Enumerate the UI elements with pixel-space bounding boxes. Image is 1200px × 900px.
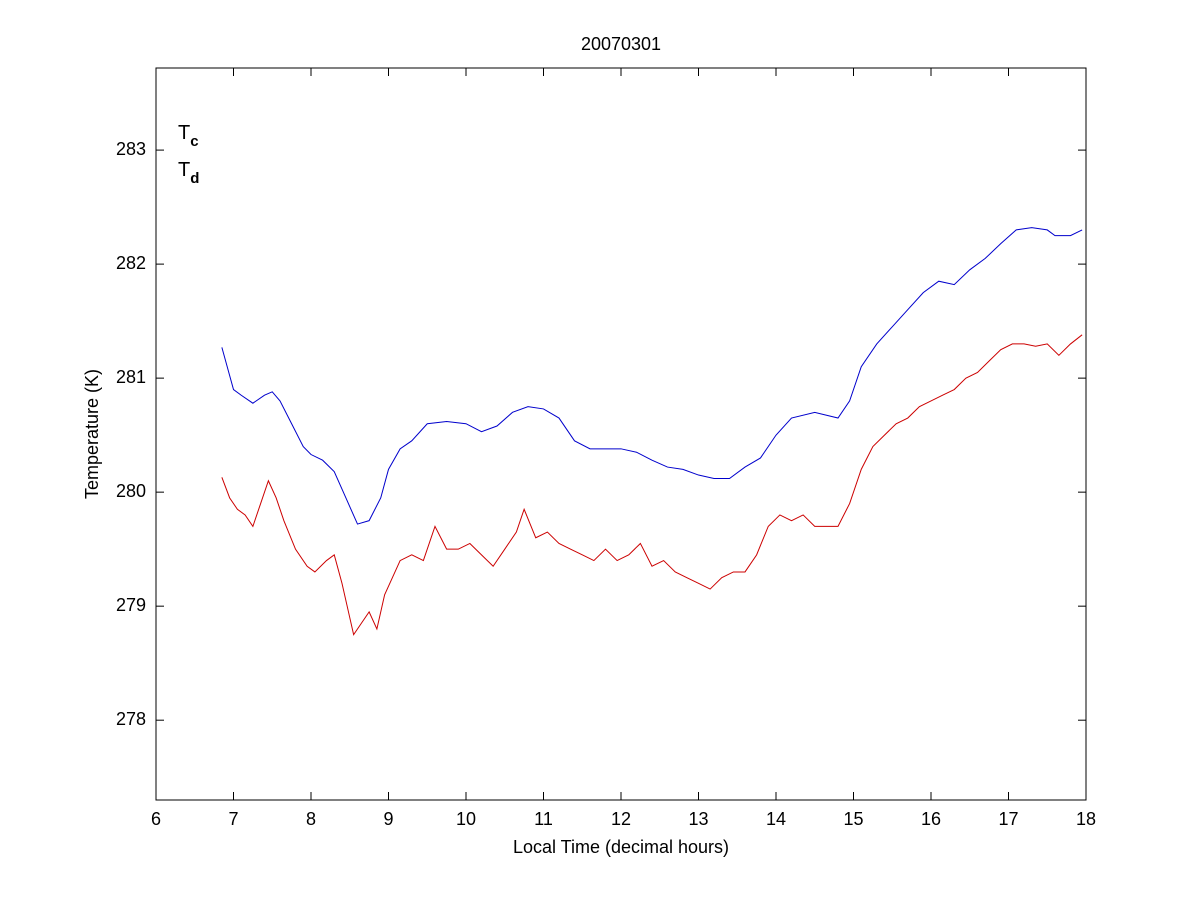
legend-entry: Td	[178, 159, 199, 187]
y-tick-label: 278	[116, 709, 146, 729]
data-line	[221, 334, 1083, 636]
x-tick-label: 17	[998, 809, 1018, 829]
chart-title: 20070301	[581, 34, 661, 54]
y-tick-label: 279	[116, 595, 146, 615]
x-tick-label: 14	[766, 809, 786, 829]
legend-entry: Tc	[178, 122, 199, 150]
x-tick-label: 18	[1076, 809, 1096, 829]
x-axis-label: Local Time (decimal hours)	[513, 837, 729, 857]
y-tick-label: 283	[116, 139, 146, 159]
x-tick-label: 6	[151, 809, 161, 829]
x-tick-label: 10	[456, 809, 476, 829]
y-tick-label: 282	[116, 253, 146, 273]
x-tick-label: 9	[383, 809, 393, 829]
data-line	[221, 227, 1083, 525]
y-axis-label: Temperature (K)	[82, 369, 102, 499]
x-tick-label: 8	[306, 809, 316, 829]
x-tick-label: 11	[534, 809, 553, 829]
y-tick-label: 280	[116, 481, 146, 501]
y-tick-label: 281	[116, 367, 146, 387]
x-tick-label: 16	[921, 809, 941, 829]
x-tick-label: 7	[228, 809, 238, 829]
x-tick-label: 12	[611, 809, 631, 829]
plot-frame	[155, 67, 1087, 801]
x-tick-label: 13	[688, 809, 708, 829]
x-tick-label: 15	[843, 809, 863, 829]
